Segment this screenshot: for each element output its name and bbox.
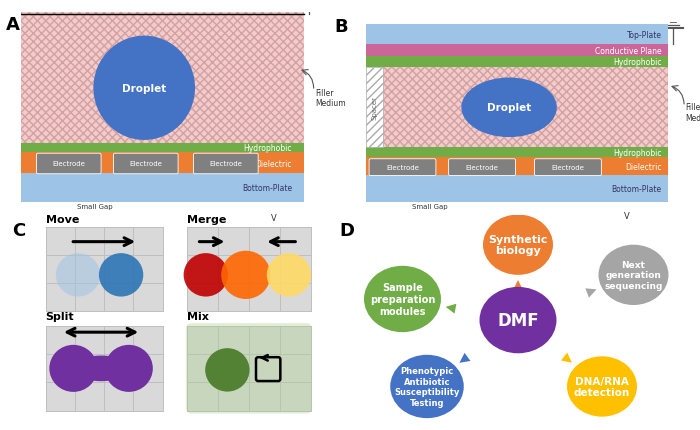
Circle shape (99, 254, 144, 297)
Text: B: B (334, 18, 348, 36)
Circle shape (617, 207, 637, 224)
Circle shape (183, 254, 228, 297)
Circle shape (391, 355, 463, 418)
Text: A: A (6, 16, 20, 34)
Text: Next
generation
sequencing: Next generation sequencing (604, 260, 663, 290)
Text: V: V (271, 213, 277, 222)
Text: Droplet: Droplet (487, 103, 531, 113)
FancyBboxPatch shape (535, 160, 601, 176)
Text: Synthetic
biology: Synthetic biology (489, 234, 547, 256)
Bar (384, 68, 668, 148)
Ellipse shape (461, 78, 556, 138)
Bar (46, 326, 162, 411)
Text: Top-Plate: Top-Plate (626, 31, 662, 40)
Circle shape (221, 251, 270, 299)
Circle shape (264, 208, 284, 228)
Text: Phenotypic
Antibiotic
Susceptibility
Testing: Phenotypic Antibiotic Susceptibility Tes… (394, 366, 460, 407)
Bar (21, 144, 304, 153)
FancyBboxPatch shape (193, 154, 258, 174)
Text: Spacer: Spacer (372, 96, 378, 120)
Circle shape (205, 348, 249, 392)
Text: Electrode: Electrode (386, 165, 419, 171)
Bar (366, 147, 668, 158)
Circle shape (56, 254, 100, 297)
Bar (21, 13, 304, 145)
Circle shape (49, 345, 97, 392)
Circle shape (267, 254, 311, 297)
Bar (366, 68, 384, 148)
Text: DNA/RNA
detection: DNA/RNA detection (574, 376, 630, 397)
Text: C: C (12, 221, 25, 239)
Text: Filler
Medium: Filler Medium (686, 103, 700, 123)
Text: Hydrophobic: Hydrophobic (613, 148, 662, 157)
Text: Mix: Mix (188, 311, 209, 321)
Circle shape (105, 345, 153, 392)
Bar (366, 158, 668, 175)
Circle shape (598, 245, 668, 305)
Text: Small Gap: Small Gap (77, 204, 113, 210)
Text: Conductive Plane: Conductive Plane (595, 47, 662, 56)
Circle shape (93, 37, 195, 141)
FancyBboxPatch shape (186, 323, 312, 414)
Text: Sample
preparation
modules: Sample preparation modules (370, 283, 435, 316)
Bar (366, 175, 668, 202)
Bar (21, 152, 304, 174)
Text: Bottom-Plate: Bottom-Plate (242, 183, 292, 192)
Text: Move: Move (46, 215, 79, 224)
Text: V: V (624, 211, 630, 220)
Bar (21, 173, 304, 202)
Text: Split: Split (46, 311, 74, 321)
Text: Hydrophobic: Hydrophobic (613, 58, 662, 67)
Text: DMF: DMF (497, 311, 539, 329)
Bar (384, 68, 668, 148)
Text: Hydrophobic: Hydrophobic (244, 144, 292, 153)
Bar (188, 326, 311, 411)
Ellipse shape (72, 356, 130, 381)
Bar (46, 227, 162, 311)
Circle shape (364, 266, 441, 332)
Bar (366, 57, 668, 68)
FancyBboxPatch shape (36, 154, 101, 174)
Text: Electrode: Electrode (466, 165, 498, 171)
Text: Dielectric: Dielectric (625, 162, 662, 171)
Text: Small Gap: Small Gap (412, 203, 447, 209)
Text: Merge: Merge (188, 215, 227, 224)
Text: Electrode: Electrode (209, 161, 242, 167)
Text: Electrode: Electrode (552, 165, 584, 171)
Text: D: D (340, 221, 354, 239)
Text: Electrode: Electrode (52, 161, 85, 167)
Bar (366, 25, 668, 45)
Text: Bottom-Plate: Bottom-Plate (612, 184, 661, 193)
Text: Filler
Medium: Filler Medium (315, 88, 346, 108)
Circle shape (567, 356, 637, 417)
FancyBboxPatch shape (369, 160, 436, 176)
FancyBboxPatch shape (113, 154, 178, 174)
Bar (188, 227, 311, 311)
Circle shape (483, 215, 553, 275)
Text: Droplet: Droplet (122, 83, 167, 94)
Bar (21, 13, 304, 145)
Bar (366, 45, 668, 58)
FancyBboxPatch shape (449, 160, 515, 176)
Circle shape (480, 287, 556, 353)
Text: Dielectric: Dielectric (256, 159, 292, 168)
Text: Electrode: Electrode (130, 161, 162, 167)
